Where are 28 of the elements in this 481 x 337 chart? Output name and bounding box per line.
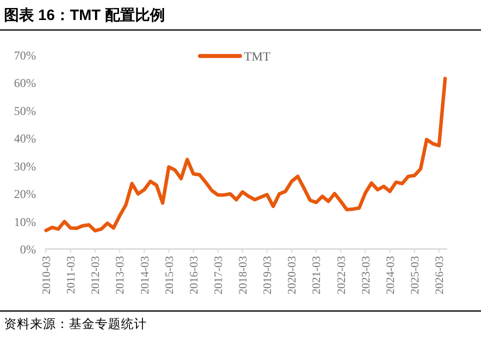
xtick: 2015-03 bbox=[164, 256, 176, 294]
xtick: 2018-03 bbox=[238, 256, 250, 294]
ytick: 30% bbox=[14, 159, 36, 174]
xtick: 2021-03 bbox=[311, 256, 324, 294]
legend: TMT bbox=[244, 50, 270, 64]
xtick: 2013-03 bbox=[114, 256, 127, 294]
xtick: 2025-03 bbox=[409, 256, 422, 294]
xtick: 2010-03 bbox=[41, 256, 53, 294]
xtick: 2016-03 bbox=[188, 256, 200, 294]
xtick: 2020-03 bbox=[286, 256, 299, 294]
xtick: 2023-03 bbox=[360, 256, 372, 294]
ytick: 70% bbox=[14, 48, 36, 62]
xtick: 2012-03 bbox=[90, 256, 102, 294]
xtick: 2011-03 bbox=[66, 256, 78, 294]
xtick: 2019-03 bbox=[262, 256, 274, 294]
xtick: 2022-03 bbox=[336, 256, 348, 294]
ytick: 10% bbox=[14, 214, 36, 229]
xtick: 2017-03 bbox=[212, 256, 225, 294]
ytick: 50% bbox=[14, 104, 36, 118]
xtick: 2026-03 bbox=[434, 256, 446, 294]
title: 图表 16：TMT 配置比例 bbox=[4, 7, 165, 24]
xtick: 2024-03 bbox=[384, 256, 397, 294]
annotation: 资料来源：基金专题统计 bbox=[4, 317, 147, 331]
ytick: 20% bbox=[14, 187, 36, 202]
ytick: 0% bbox=[20, 242, 36, 256]
ytick: 40% bbox=[14, 132, 36, 146]
ytick: 60% bbox=[14, 76, 36, 90]
xtick: 2014-03 bbox=[139, 256, 152, 294]
